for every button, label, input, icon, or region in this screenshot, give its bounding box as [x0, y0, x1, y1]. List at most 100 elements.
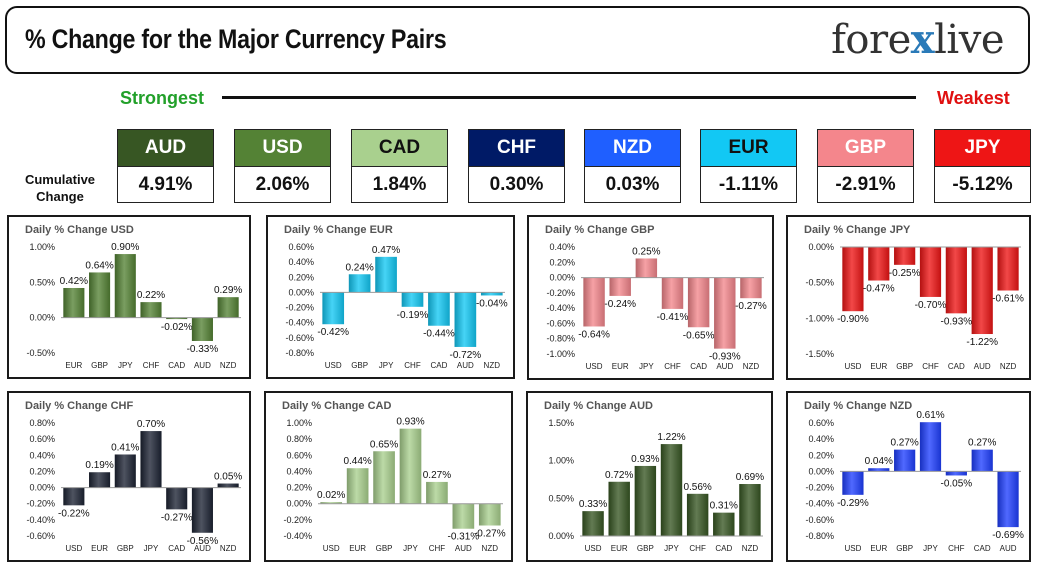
- x-category-label: GBP: [351, 361, 368, 370]
- x-category-label: NZD: [220, 361, 237, 370]
- x-category-label: EUR: [611, 544, 628, 553]
- data-label: -0.02%: [161, 322, 193, 333]
- data-label: 1.22%: [657, 432, 685, 443]
- y-tick-label: 0.40%: [288, 257, 314, 267]
- y-tick-label: 0.00%: [286, 499, 312, 509]
- data-label: 0.93%: [631, 454, 659, 465]
- bar-cad: [945, 247, 967, 314]
- chart-panel-2: Daily % Change EUR 0.60% 0.40% 0.20% 0.00% -0…: [266, 215, 515, 379]
- y-tick-label: 0.00%: [29, 313, 55, 323]
- data-label: -0.29%: [837, 498, 869, 509]
- data-label: -0.24%: [604, 299, 636, 310]
- data-label: 0.69%: [736, 472, 764, 483]
- bar-aud: [452, 503, 475, 529]
- data-label: 0.70%: [137, 419, 165, 430]
- y-tick-label: -0.60%: [26, 531, 55, 541]
- x-category-label: AUD: [455, 544, 472, 553]
- data-label: -0.33%: [187, 344, 219, 355]
- bar-gbp: [894, 449, 916, 472]
- bar-gbp: [373, 451, 395, 504]
- bar-cad: [713, 512, 735, 536]
- y-tick-label: -1.00%: [546, 349, 575, 359]
- data-label: 0.42%: [60, 276, 88, 287]
- y-tick-label: 0.00%: [29, 483, 55, 493]
- bar-jpy: [375, 256, 397, 293]
- chart-panel-4: Daily % Change JPY 0.00% -0.50% -1.00% -1.50…: [786, 215, 1031, 380]
- data-label: -1.22%: [966, 337, 998, 348]
- chart-title: Daily % Change GBP: [545, 224, 655, 236]
- y-tick-label: -0.60%: [546, 318, 575, 328]
- cumulative-value: -2.91%: [817, 167, 914, 203]
- chart-panel-3: Daily % Change GBP 0.40% 0.20% 0.00% -0.20% -…: [527, 215, 774, 380]
- data-label: -0.04%: [476, 298, 508, 309]
- y-tick-label: 1.00%: [286, 418, 312, 428]
- y-tick-label: -0.60%: [805, 515, 834, 525]
- y-tick-label: 0.60%: [286, 450, 312, 460]
- data-label: 0.41%: [111, 442, 139, 453]
- currency-code: USD: [234, 129, 331, 167]
- bar-chart: 0.60%0.40%0.20%0.00%-0.20%-0.40%-0.60%-0…: [285, 242, 508, 370]
- x-category-label: GBP: [91, 361, 108, 370]
- y-tick-label: -0.80%: [805, 531, 834, 541]
- data-label: -0.44%: [423, 329, 455, 340]
- data-label: -0.27%: [474, 529, 506, 540]
- data-label: -0.42%: [317, 327, 349, 338]
- data-label: 0.72%: [605, 470, 633, 481]
- cumulative-value: -1.11%: [700, 167, 797, 203]
- data-label: 0.93%: [396, 417, 424, 428]
- x-category-label: CHF: [922, 362, 939, 371]
- data-label: -0.72%: [450, 350, 482, 361]
- bar-chf: [919, 247, 942, 297]
- x-category-label: JPY: [379, 361, 394, 370]
- bar-aud: [971, 247, 993, 335]
- x-category-label: CHF: [404, 361, 421, 370]
- y-tick-label: 1.00%: [548, 456, 574, 466]
- y-tick-label: -0.20%: [283, 515, 312, 525]
- x-category-label: CAD: [974, 544, 991, 553]
- x-category-label: CHF: [689, 544, 706, 553]
- cumulative-value: 0.03%: [584, 167, 681, 203]
- x-category-label: JPY: [144, 544, 159, 553]
- bar-chf: [401, 292, 424, 307]
- data-label: 0.24%: [345, 262, 373, 273]
- x-category-label: EUR: [870, 362, 887, 371]
- bar-usd: [63, 487, 85, 506]
- data-label: -0.47%: [863, 284, 895, 295]
- currency-code: GBP: [817, 129, 914, 167]
- bar-chart: 0.80%0.60%0.40%0.20%0.00%-0.20%-0.40%-0.…: [26, 418, 242, 553]
- x-category-label: AUD: [457, 361, 474, 370]
- y-tick-label: 0.60%: [288, 242, 314, 252]
- x-category-label: CAD: [430, 361, 447, 370]
- bar-nzd: [740, 277, 762, 299]
- bar-chf: [140, 302, 162, 318]
- x-category-label: USD: [585, 544, 602, 553]
- data-label: -0.90%: [837, 314, 869, 325]
- chart-title: Daily % Change AUD: [544, 400, 654, 412]
- cumulative-eur: EUR -1.11%: [700, 129, 797, 203]
- bar-jpy: [399, 428, 422, 504]
- x-category-label: AUD: [194, 544, 211, 553]
- chart-title: Daily % Change NZD: [804, 400, 913, 412]
- bar-gbp: [348, 274, 371, 293]
- bar-aud: [454, 292, 477, 347]
- bar-aud: [191, 487, 213, 533]
- x-category-label: CHF: [429, 544, 446, 553]
- x-category-label: GBP: [117, 544, 134, 553]
- data-label: 0.29%: [214, 285, 242, 296]
- x-category-label: USD: [325, 361, 342, 370]
- y-tick-label: -0.40%: [546, 303, 575, 313]
- bar-cad: [166, 317, 188, 320]
- data-label: -0.69%: [992, 530, 1024, 541]
- bar-chart: 1.00% 0.80% 0.60% 0.40% 0.20% 0.00% -0.20% -0.4…: [283, 417, 506, 553]
- y-tick-label: -0.50%: [805, 278, 834, 288]
- chart-title: Daily % Change EUR: [284, 224, 393, 236]
- x-category-label: CAD: [948, 362, 965, 371]
- data-label: 0.64%: [85, 260, 113, 271]
- bar-chart: 0.00% -0.50% -1.00% -1.50% -0.90% USD -0.47% EU…: [805, 242, 1024, 371]
- y-tick-label: -1.00%: [805, 313, 834, 323]
- forexlive-logo: forexlive: [831, 16, 1004, 63]
- currency-code: CHF: [468, 129, 565, 167]
- data-label: 0.44%: [343, 456, 371, 467]
- x-category-label: GBP: [896, 362, 913, 371]
- chart-panel-5: Daily % Change CHF 0.80% 0.60% 0.40% 0.20% 0.…: [7, 391, 251, 562]
